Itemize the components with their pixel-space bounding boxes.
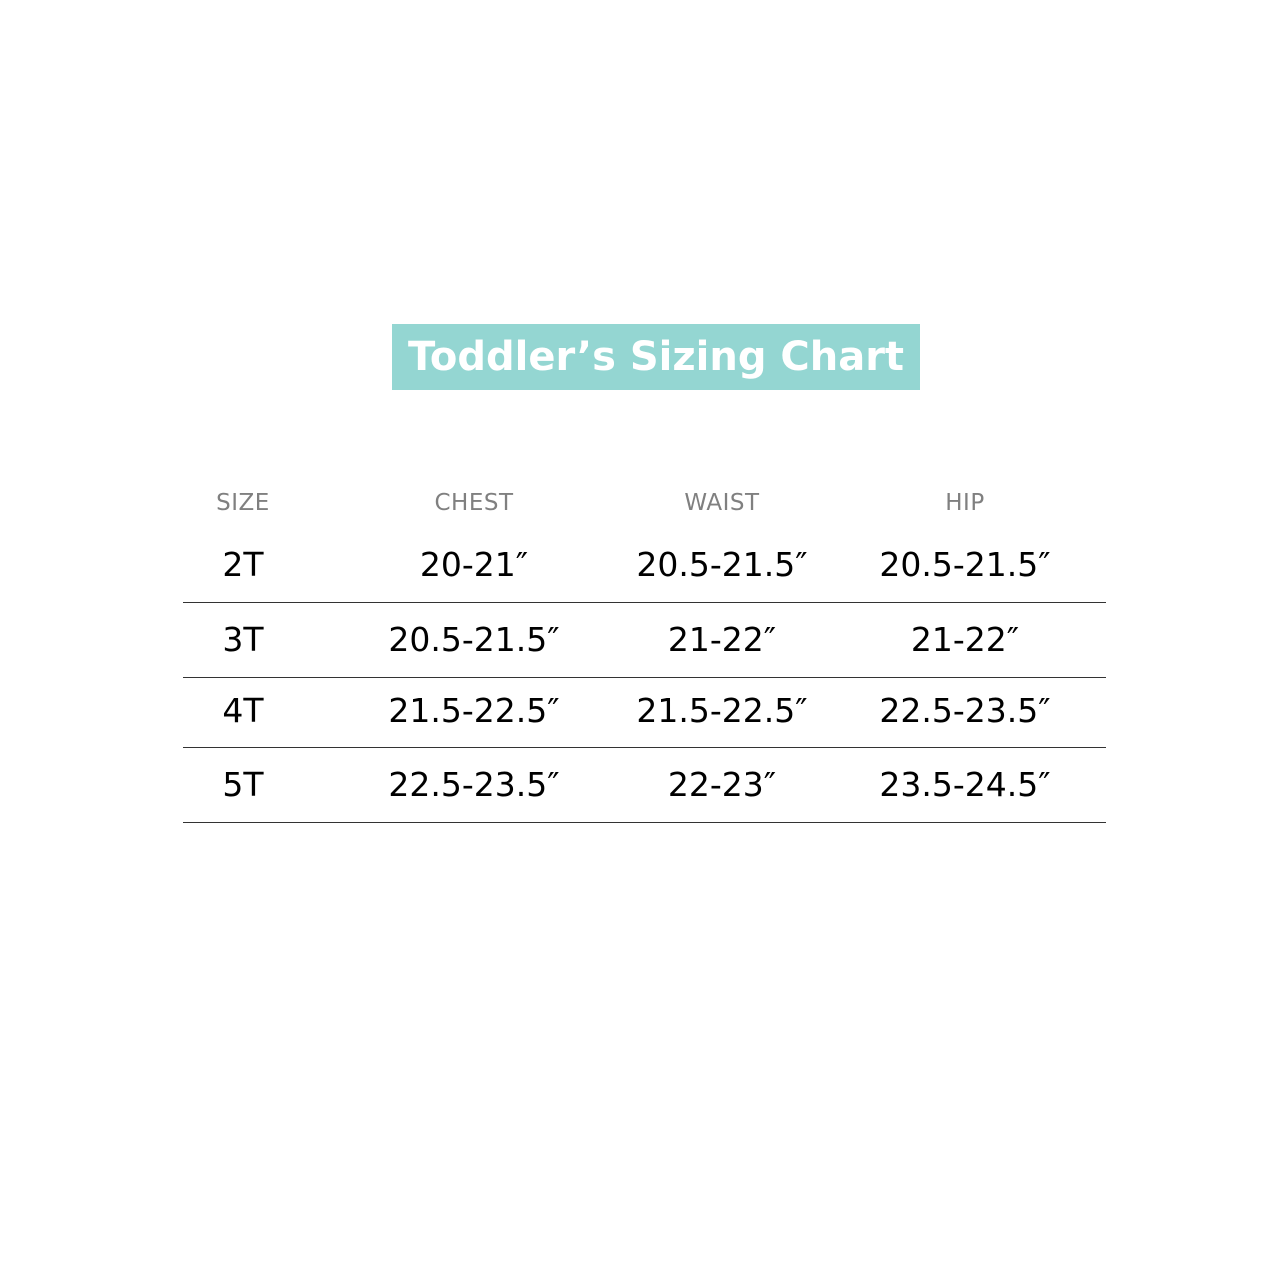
cell-chest: 20-21″ [419,545,529,584]
header-hip: HIP [945,490,985,516]
cell-waist: 22-23″ [667,765,777,804]
row-divider [183,602,1106,603]
title-banner: Toddler’s Sizing Chart [392,324,920,390]
cell-hip: 23.5-24.5″ [879,765,1051,804]
cell-hip: 22.5-23.5″ [879,691,1051,730]
cell-size: 4T [222,691,264,730]
cell-hip: 20.5-21.5″ [879,545,1051,584]
cell-size: 5T [222,765,264,804]
cell-waist: 21-22″ [667,620,777,659]
row-divider [183,677,1106,678]
cell-chest: 21.5-22.5″ [388,691,560,730]
row-divider [183,822,1106,823]
row-divider [183,747,1106,748]
header-waist: WAIST [684,490,760,516]
cell-size: 2T [222,545,264,584]
cell-hip: 21-22″ [910,620,1020,659]
cell-waist: 20.5-21.5″ [636,545,808,584]
cell-size: 3T [222,620,264,659]
cell-chest: 22.5-23.5″ [388,765,560,804]
cell-chest: 20.5-21.5″ [388,620,560,659]
cell-waist: 21.5-22.5″ [636,691,808,730]
header-chest: CHEST [434,490,514,516]
header-size: SIZE [216,490,270,516]
page-title: Toddler’s Sizing Chart [407,334,905,380]
